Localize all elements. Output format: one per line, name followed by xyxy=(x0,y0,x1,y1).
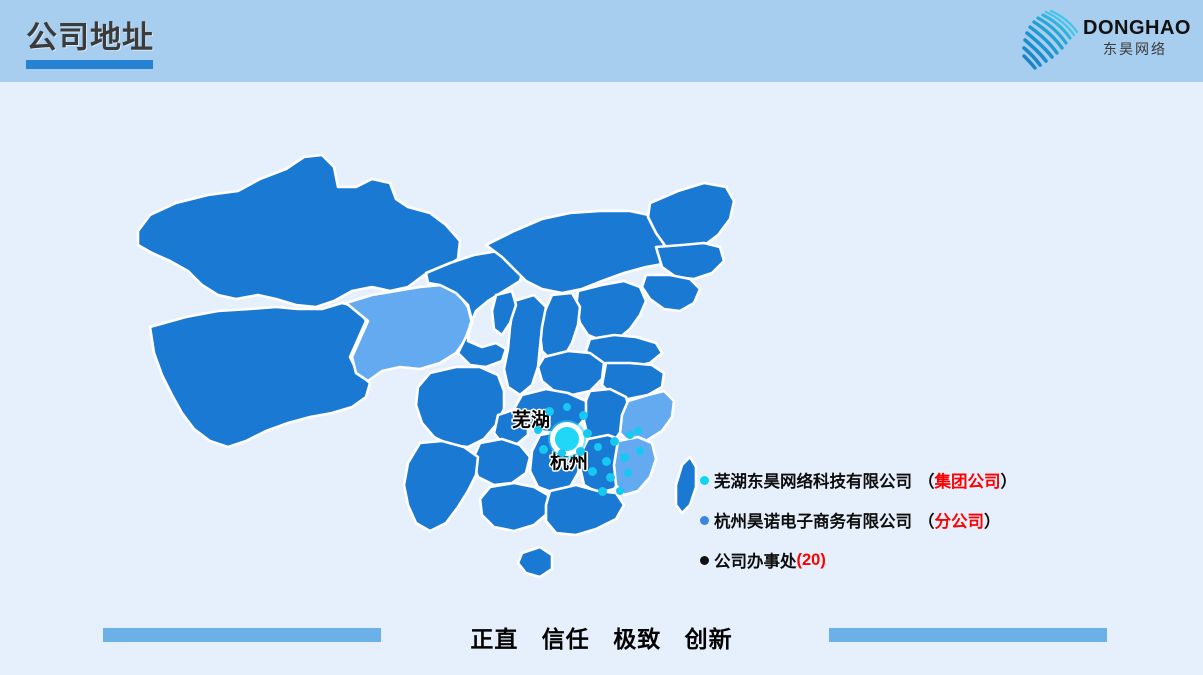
office-marker[interactable] xyxy=(583,429,592,438)
legend-bullet-blue-icon xyxy=(700,515,709,525)
office-marker[interactable] xyxy=(610,437,619,446)
province-hebei xyxy=(574,279,648,343)
legend-item-group-company: 芜湖东昊网络科技有限公司 （ 集团公司 ） xyxy=(700,460,1120,500)
company-logo: DONGHAO 东昊网络 xyxy=(1013,7,1191,73)
province-chongqing xyxy=(492,407,530,447)
legend-tag-group-company: 集团公司 xyxy=(934,473,1001,491)
office-marker[interactable] xyxy=(626,431,634,439)
office-marker[interactable] xyxy=(616,487,624,495)
logo-chinese-name: 东昊网络 xyxy=(1103,41,1167,57)
slogan-word-1: 正直 xyxy=(470,626,519,652)
province-qinghai xyxy=(344,283,474,383)
legend-paren-close: ） xyxy=(1000,473,1018,491)
province-guangdong xyxy=(544,483,626,537)
office-marker[interactable] xyxy=(539,445,548,454)
legend-paren-close: ） xyxy=(984,513,1001,531)
legend-bullet-black-icon xyxy=(700,555,709,565)
province-taiwan xyxy=(674,455,698,515)
province-ningxia xyxy=(490,289,518,337)
feather-wing-icon xyxy=(1013,9,1085,71)
footer-bar-right xyxy=(829,628,1107,642)
office-marker[interactable] xyxy=(534,426,542,434)
province-tibet xyxy=(148,301,372,449)
legend-item-branch-company: 杭州昊诺电子商务有限公司 （ 分公司 ） xyxy=(700,500,1120,540)
office-marker[interactable] xyxy=(598,487,607,496)
office-marker[interactable] xyxy=(563,403,571,411)
province-zhejiang xyxy=(618,389,676,445)
office-marker[interactable] xyxy=(579,411,588,420)
province-guangxi xyxy=(478,481,550,533)
map-marker-layer xyxy=(90,95,750,615)
province-shaanxi xyxy=(502,293,548,397)
office-marker[interactable] xyxy=(558,449,566,457)
page-title: 公司地址 xyxy=(26,20,154,55)
office-marker[interactable] xyxy=(588,467,597,476)
slide-header: 公司地址 xyxy=(0,0,1203,82)
slogan-word-4: 创新 xyxy=(684,626,733,652)
office-marker[interactable] xyxy=(576,447,585,456)
legend-label-offices: 公司办事处 xyxy=(714,553,797,571)
office-marker[interactable] xyxy=(620,453,629,462)
slogan-word-2: 信任 xyxy=(541,626,590,652)
legend-paren-open: （ xyxy=(918,513,935,531)
china-map-svg xyxy=(136,153,736,579)
footer-bar-left xyxy=(103,628,381,642)
office-marker[interactable] xyxy=(545,407,554,416)
province-hainan xyxy=(516,545,554,579)
logo-text-group: DONGHAO 东昊网络 xyxy=(1083,17,1191,58)
legend-tag-branch-company: 分公司 xyxy=(934,513,985,531)
logo-english-name: DONGHAO xyxy=(1083,17,1191,39)
province-jilin xyxy=(654,241,726,281)
map-legend: 芜湖东昊网络科技有限公司 （ 集团公司 ） 杭州昊诺电子商务有限公司 （ 分公司… xyxy=(700,460,1120,580)
legend-bullet-cyan-icon xyxy=(700,475,709,485)
legend-item-offices: 公司办事处 (20) xyxy=(700,540,1120,580)
china-map: 芜湖 杭州 xyxy=(90,95,750,615)
headquarters-marker-wuhu[interactable] xyxy=(550,422,584,456)
footer-slogan: 正直 信任 极致 创新 xyxy=(0,620,1203,654)
office-marker[interactable] xyxy=(602,457,611,466)
legend-paren-open: （ xyxy=(918,473,935,491)
office-marker[interactable] xyxy=(624,469,632,477)
province-sichuan xyxy=(414,365,506,449)
legend-label-group-company: 芜湖东昊网络科技有限公司 xyxy=(714,473,912,491)
page-title-group: 公司地址 xyxy=(26,18,154,69)
legend-tag-offices-count: (20) xyxy=(796,550,826,569)
office-marker[interactable] xyxy=(634,427,642,435)
office-marker[interactable] xyxy=(594,443,602,451)
legend-label-branch-company: 杭州昊诺电子商务有限公司 xyxy=(714,513,912,531)
province-fujian xyxy=(612,435,658,497)
province-liaoning xyxy=(640,273,702,313)
title-underline xyxy=(26,60,153,69)
office-marker[interactable] xyxy=(606,473,615,482)
slogan-word-3: 极致 xyxy=(613,626,662,652)
office-marker[interactable] xyxy=(636,447,644,455)
province-yunnan xyxy=(402,439,480,533)
province-heilongjiang xyxy=(646,181,736,255)
